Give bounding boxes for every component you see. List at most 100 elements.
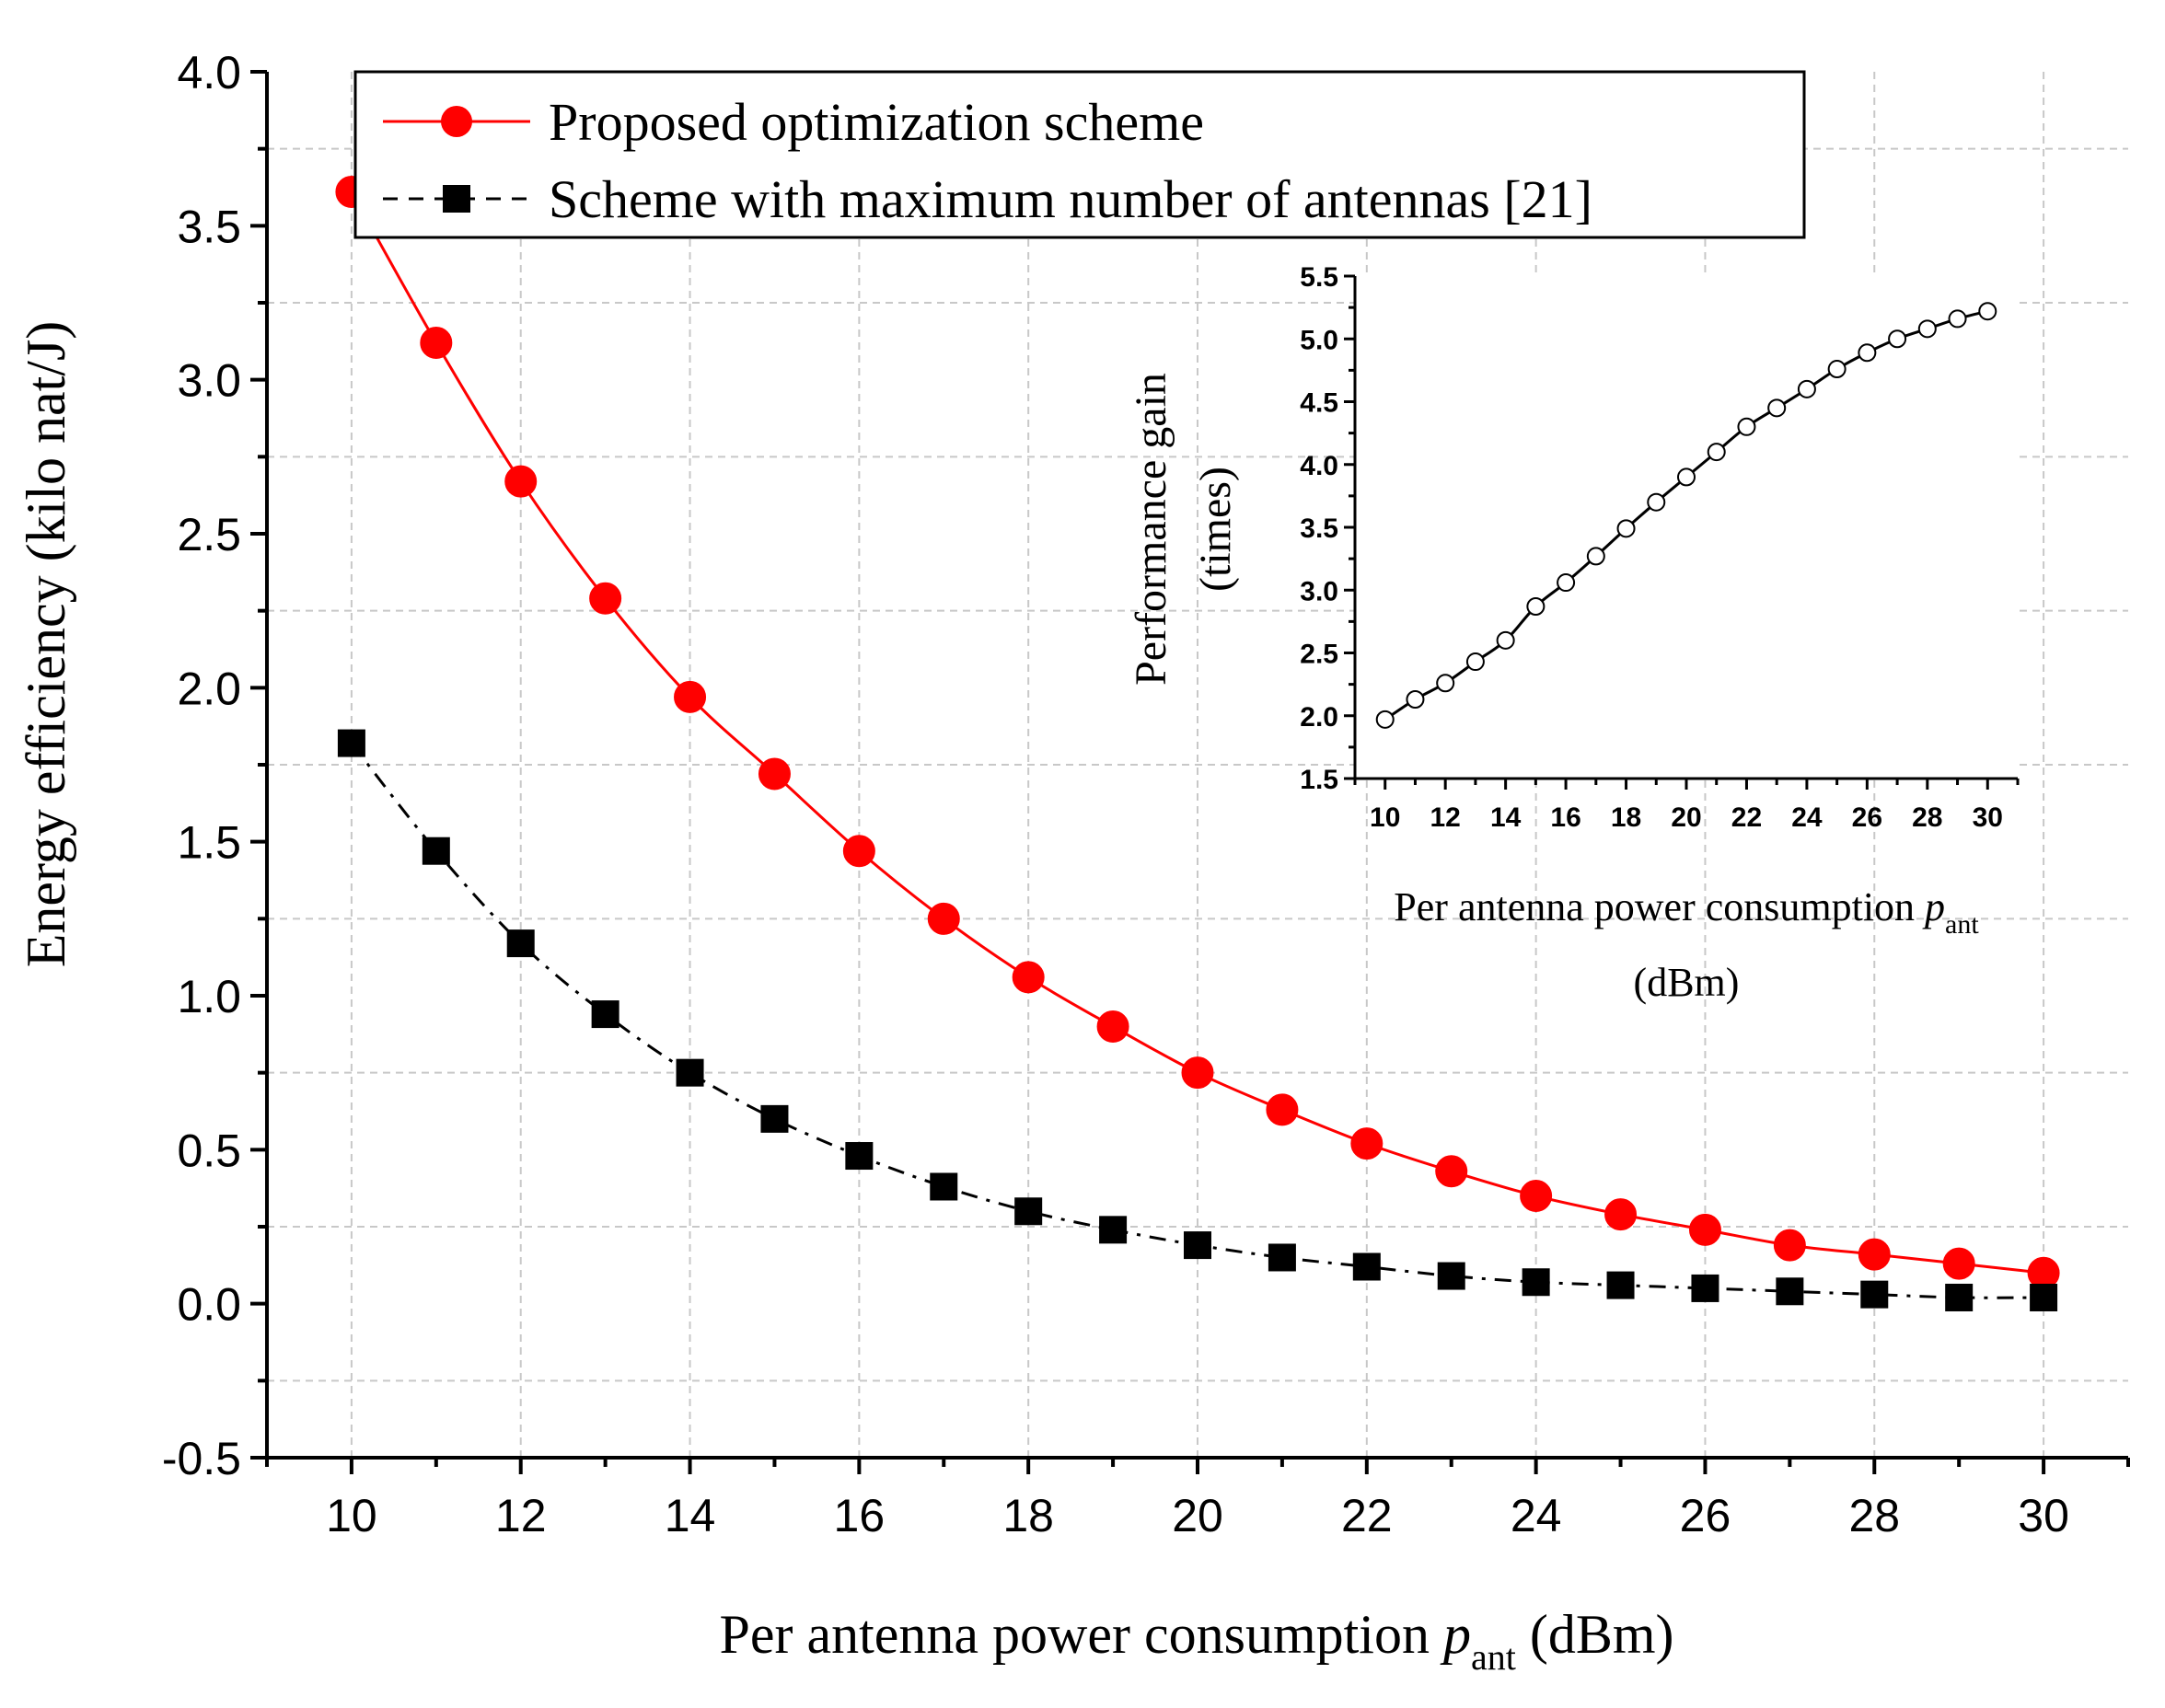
- inset-x-axis-label-sub: ant: [1945, 909, 1979, 940]
- data-point-series-2: [1860, 1280, 1889, 1309]
- inset-y-tick-label: 2.5: [1300, 640, 1338, 670]
- data-point-series-1: [1520, 1180, 1553, 1213]
- data-point-series-1: [1181, 1056, 1214, 1090]
- x-tick-label: 20: [1172, 1490, 1223, 1541]
- inset-data-point: [1496, 630, 1515, 650]
- inset-background: [1355, 276, 2018, 779]
- inset-y-axis-label-line2: (times): [1191, 467, 1240, 592]
- data-point-series-2: [2030, 1283, 2058, 1311]
- x-tick-label: 30: [2018, 1490, 2069, 1541]
- data-point-series-2: [591, 1000, 619, 1029]
- x-tick-label: 10: [326, 1490, 377, 1541]
- y-tick-label: 2.0: [177, 663, 241, 714]
- inset-x-axis-label-line2: (dBm): [1634, 960, 1740, 1005]
- data-point-series-2: [676, 1058, 704, 1087]
- y-tick-label: 2.5: [177, 509, 241, 560]
- data-point-series-2: [422, 837, 450, 865]
- legend-box: [353, 70, 1806, 239]
- data-point-series-2: [506, 929, 535, 958]
- data-point-series-1: [1858, 1238, 1891, 1271]
- x-tick-label: 14: [665, 1490, 716, 1541]
- x-axis-label-prefix: Per antenna power consumption: [719, 1604, 1442, 1665]
- data-point-series-2: [1945, 1283, 1974, 1311]
- data-point-series-1: [1266, 1093, 1299, 1126]
- inset-data-point: [1526, 596, 1546, 616]
- data-point-series-2: [760, 1104, 789, 1133]
- data-point-series-2: [1099, 1216, 1128, 1244]
- data-point-series-1: [1096, 1010, 1129, 1043]
- inset-x-axis-label-line1: Per antenna power consumption pant: [1394, 884, 1979, 940]
- x-axis-label-suffix: (dBm): [1516, 1604, 1674, 1665]
- inset-data-point: [1978, 302, 1997, 321]
- data-point-series-2: [1522, 1268, 1550, 1297]
- main-series-markers: [335, 176, 2060, 1311]
- data-point-series-1: [1435, 1155, 1468, 1188]
- inset-x-tick-label: 10: [1370, 802, 1400, 833]
- inset-y-tick-label: 1.5: [1300, 765, 1338, 795]
- data-point-series-1: [927, 902, 960, 935]
- inset-y-tick-label: 3.0: [1300, 576, 1338, 606]
- legend-marker-1: [441, 106, 472, 137]
- data-point-series-1: [1604, 1198, 1638, 1231]
- y-tick-label: 1.5: [177, 817, 241, 869]
- inset-y-tick-label: 4.0: [1300, 451, 1338, 481]
- data-point-series-1: [504, 465, 538, 498]
- y-tick-label: 4.0: [177, 47, 241, 98]
- inset-data-point: [1707, 443, 1726, 462]
- data-point-series-1: [420, 327, 453, 360]
- data-point-series-1: [758, 757, 791, 791]
- x-tick-label: 24: [1511, 1490, 1562, 1541]
- inset-x-tick-label: 28: [1912, 802, 1942, 833]
- y-tick-label: 3.0: [177, 355, 241, 407]
- inset-data-point: [1888, 329, 1907, 349]
- inset-data-point: [1406, 690, 1425, 710]
- data-point-series-1: [674, 680, 707, 713]
- data-point-series-1: [842, 835, 875, 868]
- legend-label-2: Scheme with maximum number of antennas […: [549, 169, 1592, 229]
- data-point-series-2: [1776, 1277, 1804, 1306]
- inset-x-axis-label-var: p: [1922, 884, 1945, 929]
- inset-data-point: [1586, 547, 1605, 566]
- x-axis-label: Per antenna power consumption pant (dBm): [719, 1604, 1673, 1678]
- inset-x-tick-label: 22: [1731, 802, 1762, 833]
- inset-y-tick-label: 3.5: [1300, 514, 1338, 544]
- x-tick-label: 16: [834, 1490, 886, 1541]
- inset-x-tick-label: 24: [1791, 802, 1823, 833]
- y-tick-label: 0.0: [177, 1279, 241, 1331]
- y-tick-label: 1.0: [177, 971, 241, 1022]
- legend: Proposed optimization scheme Scheme with …: [353, 70, 1806, 239]
- inset-x-tick-label: 26: [1852, 802, 1882, 833]
- inset-y-tick-label: 4.5: [1300, 388, 1338, 419]
- data-point-series-1: [1773, 1229, 1806, 1262]
- x-tick-label: 28: [1848, 1490, 1900, 1541]
- inset-data-point: [1917, 319, 1937, 339]
- inset-x-tick-label: 12: [1430, 802, 1460, 833]
- inset-x-axis-label-prefix: Per antenna power consumption: [1394, 884, 1925, 929]
- series-line-1: [350, 190, 2044, 1275]
- data-point-series-2: [1606, 1271, 1635, 1299]
- inset-data-point: [1616, 519, 1636, 538]
- inset-y-axis-label-line1: Performance gain: [1127, 373, 1175, 686]
- x-axis-label-var: p: [1440, 1604, 1471, 1665]
- data-point-series-2: [930, 1172, 958, 1201]
- x-tick-label: 22: [1341, 1490, 1393, 1541]
- data-point-series-2: [845, 1142, 874, 1171]
- inset-data-point: [1827, 360, 1847, 379]
- data-point-series-2: [1268, 1243, 1296, 1272]
- x-axis-label-sub: ant: [1471, 1636, 1516, 1678]
- data-point-series-2: [1437, 1262, 1465, 1290]
- inset-data-point: [1465, 652, 1485, 672]
- y-tick-label: 3.5: [177, 201, 241, 252]
- data-point-series-1: [1942, 1247, 1975, 1280]
- data-point-series-2: [1352, 1252, 1381, 1281]
- inset-x-tick-label: 30: [1973, 802, 2003, 833]
- legend-marker-2: [443, 185, 470, 213]
- data-point-series-2: [337, 729, 365, 757]
- main-series-lines: [350, 190, 2044, 1299]
- inset-chart: 1.5 2.0 2.5 3.0 3.5 4.0 4.5 5.0 5.5 10 12 14 16 18 20 2…: [1300, 262, 2020, 833]
- inset-data-point: [1677, 467, 1696, 487]
- data-point-series-2: [1691, 1274, 1719, 1302]
- x-tick-label: 12: [495, 1490, 547, 1541]
- x-tick-label: 18: [1002, 1490, 1054, 1541]
